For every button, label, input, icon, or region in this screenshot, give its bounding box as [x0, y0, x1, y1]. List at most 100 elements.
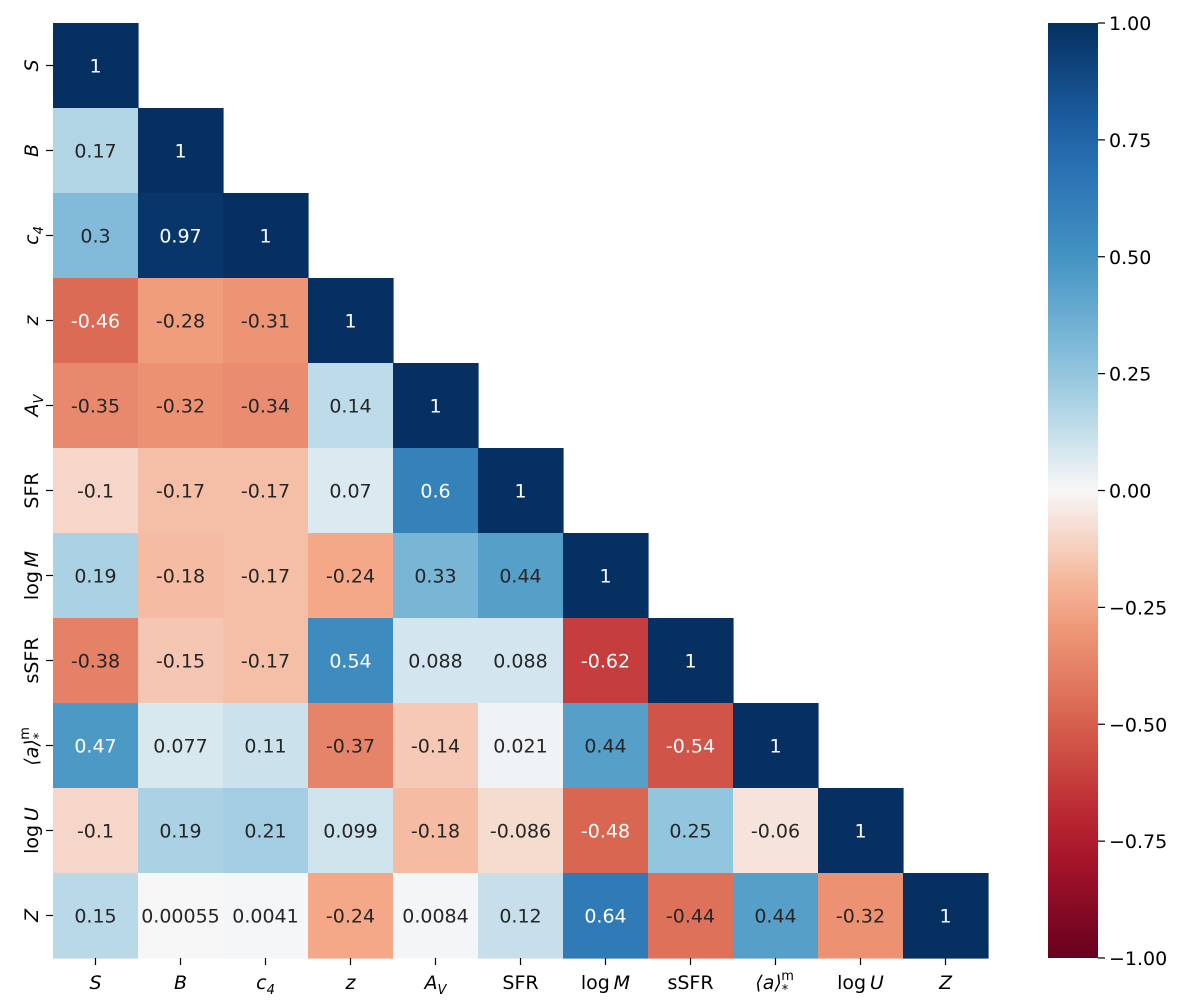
cell-value-label: -0.1	[77, 481, 114, 503]
x-tick-label: log U	[837, 972, 884, 994]
cell-value-label: 0.17	[74, 141, 116, 163]
heatmap-cell	[53, 278, 139, 364]
heatmap-cell	[308, 363, 394, 449]
cell-value-label: 0.47	[74, 736, 116, 758]
colorbar-tick-label: 0.50	[1109, 247, 1151, 269]
cell-value-label: 1	[684, 651, 696, 673]
cell-value-label: 0.19	[159, 821, 201, 843]
colorbar-gradient	[1048, 23, 1098, 958]
heatmap-cell	[223, 363, 309, 449]
heatmap-cell	[308, 448, 394, 534]
heatmap-cell	[53, 533, 139, 619]
heatmap-cell	[308, 278, 394, 364]
cell-value-label: 0.25	[669, 821, 711, 843]
y-tick-label: log U	[21, 807, 43, 854]
y-tick-label: AV	[21, 393, 47, 418]
heatmap-cell	[308, 703, 394, 789]
x-tick-label: S	[89, 972, 101, 994]
heatmap-cell	[53, 108, 139, 194]
y-tick-label: B	[21, 144, 43, 157]
x-tick-label: AV	[423, 972, 448, 998]
cell-value-label: 0.21	[244, 821, 286, 843]
cell-value-label: 0.14	[329, 396, 371, 418]
cell-value-label: -0.62	[581, 651, 630, 673]
heatmap-cell	[138, 363, 224, 449]
y-tick-label: sSFR	[21, 637, 43, 683]
heatmap-cell	[818, 788, 904, 874]
heatmap-cell	[138, 193, 224, 279]
heatmap-cell	[53, 23, 139, 109]
cell-value-label: 0.3	[80, 226, 110, 248]
heatmap-cell	[53, 363, 139, 449]
heatmap-cell	[138, 533, 224, 619]
heatmap-cell	[648, 703, 734, 789]
cell-value-label: -0.54	[666, 736, 715, 758]
y-tick-label: log M	[21, 551, 43, 600]
cell-value-label: -0.15	[156, 651, 205, 673]
cell-value-label: 0.099	[323, 821, 377, 843]
heatmap-cell	[478, 533, 564, 619]
colorbar-tick-label: 0.75	[1109, 130, 1151, 152]
heatmap-cell	[478, 788, 564, 874]
cell-value-label: 1	[259, 226, 271, 248]
heatmap-cell	[223, 873, 309, 959]
heatmap-cell	[223, 618, 309, 704]
heatmap-cell	[223, 448, 309, 534]
cell-value-label: 1	[769, 736, 781, 758]
colorbar-tick-label: −0.75	[1109, 831, 1167, 853]
y-tick-label: SFR	[21, 472, 43, 508]
heatmap-cell	[563, 788, 649, 874]
heatmap-cell	[138, 448, 224, 534]
heatmap-cell	[733, 703, 819, 789]
cell-value-label: -0.24	[326, 566, 375, 588]
x-tick-label: SFR	[502, 972, 538, 994]
cell-value-label: 0.0041	[232, 906, 298, 928]
heatmap-cell	[478, 448, 564, 534]
x-tick-label: sSFR	[667, 972, 713, 994]
cell-value-label: -0.17	[241, 651, 290, 673]
cell-value-label: -0.06	[751, 821, 800, 843]
heatmap-cell	[903, 873, 989, 959]
colorbar: 1.00 0.75 0.50 0.25 0.00 −0.25 −0.50 −0.75 −1.00…	[1048, 13, 1167, 970]
cell-value-label: 0.54	[329, 651, 371, 673]
y-tick-label: Z	[21, 908, 43, 923]
cell-value-label: 1	[599, 566, 611, 588]
cell-value-label: 1	[429, 396, 441, 418]
heatmap-cell	[53, 193, 139, 279]
heatmap-cell	[393, 533, 479, 619]
cell-value-label: 1	[89, 56, 101, 78]
x-tick-label: c4	[256, 972, 275, 998]
heatmap-cell	[648, 788, 734, 874]
colorbar-tick-label: −1.00	[1109, 948, 1167, 970]
cell-value-label: -0.17	[241, 566, 290, 588]
heatmap-cell	[53, 788, 139, 874]
x-tick-label: ⟨a⟩*m	[755, 969, 795, 998]
heatmap-cell	[393, 703, 479, 789]
heatmap-cell	[308, 788, 394, 874]
heatmap-cell	[393, 363, 479, 449]
heatmap-cell	[138, 278, 224, 364]
cell-value-label: 1	[344, 311, 356, 333]
heatmap-cell	[648, 873, 734, 959]
colorbar-tick-label: −0.25	[1109, 597, 1167, 619]
cell-value-label: -0.14	[411, 736, 460, 758]
heatmap-cell	[733, 873, 819, 959]
heatmap-cell	[223, 533, 309, 619]
heatmap-cell	[223, 278, 309, 364]
heatmap-cell	[138, 873, 224, 959]
cell-value-label: 0.44	[499, 566, 541, 588]
cell-value-label: 0.33	[414, 566, 456, 588]
heatmap-cell	[223, 703, 309, 789]
x-tick-label: z	[345, 972, 357, 994]
heatmap-cell	[308, 618, 394, 704]
heatmap-cell	[223, 788, 309, 874]
cell-value-label: -0.34	[241, 396, 290, 418]
cell-value-label: -0.32	[156, 396, 205, 418]
colorbar-tick-label: 0.00	[1109, 481, 1151, 503]
y-tick-label: S	[21, 59, 43, 71]
heatmap-cell	[138, 618, 224, 704]
cell-value-label: 0.07	[329, 481, 371, 503]
x-tick-label: Z	[938, 972, 953, 994]
cell-value-label: 0.97	[159, 226, 201, 248]
cell-value-label: 0.44	[754, 906, 796, 928]
